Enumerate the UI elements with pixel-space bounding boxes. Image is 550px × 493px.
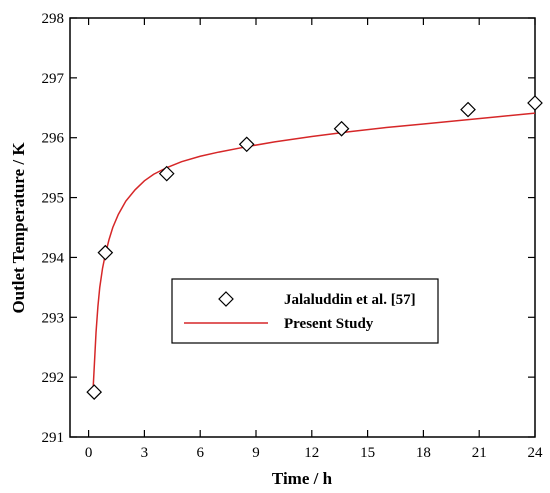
x-tick-label: 21 <box>472 445 487 461</box>
x-tick-label: 24 <box>528 445 544 461</box>
legend-label-present-study: Present Study <box>284 316 374 332</box>
y-axis: 291 292 293 294 295 296 297 298 <box>42 11 535 446</box>
y-tick-label: 295 <box>42 191 65 207</box>
y-tick-label: 297 <box>42 71 65 87</box>
y-tick-label: 298 <box>42 11 65 27</box>
series-layer <box>86 95 543 400</box>
x-axis-title: Time / h <box>272 469 333 488</box>
y-tick-label: 293 <box>42 310 65 326</box>
y-axis-title: Outlet Temperature / K <box>9 142 28 314</box>
x-tick-label: 6 <box>196 445 204 461</box>
x-tick-label: 3 <box>141 445 149 461</box>
legend-marker-diamond <box>218 291 234 307</box>
legend: Jalaluddin et al. [57] Present Study <box>171 278 439 344</box>
jalaluddin-data-point <box>333 120 350 137</box>
x-tick-label: 9 <box>252 445 260 461</box>
x-axis: 0 3 6 9 12 15 18 21 24 <box>85 18 543 461</box>
plot-frame <box>69 17 536 438</box>
x-tick-label: 12 <box>304 445 319 461</box>
present-study-line <box>92 112 536 387</box>
y-tick-label: 294 <box>42 250 65 266</box>
y-tick-label: 292 <box>42 370 65 386</box>
x-tick-label: 18 <box>416 445 431 461</box>
y-tick-label: 296 <box>42 131 65 147</box>
jalaluddin-data-point <box>527 95 543 111</box>
legend-box <box>171 278 439 344</box>
jalaluddin-data-point <box>238 136 255 153</box>
y-tick-label: 291 <box>42 430 65 446</box>
legend-label-jalaluddin: Jalaluddin et al. [57] <box>284 292 416 308</box>
x-tick-label: 15 <box>360 445 375 461</box>
jalaluddin-data-point <box>97 244 114 261</box>
jalaluddin-data-point <box>460 101 476 118</box>
jalaluddin-data-point <box>86 384 103 400</box>
jalaluddin-data-point <box>158 165 175 182</box>
x-tick-label: 0 <box>85 445 93 461</box>
